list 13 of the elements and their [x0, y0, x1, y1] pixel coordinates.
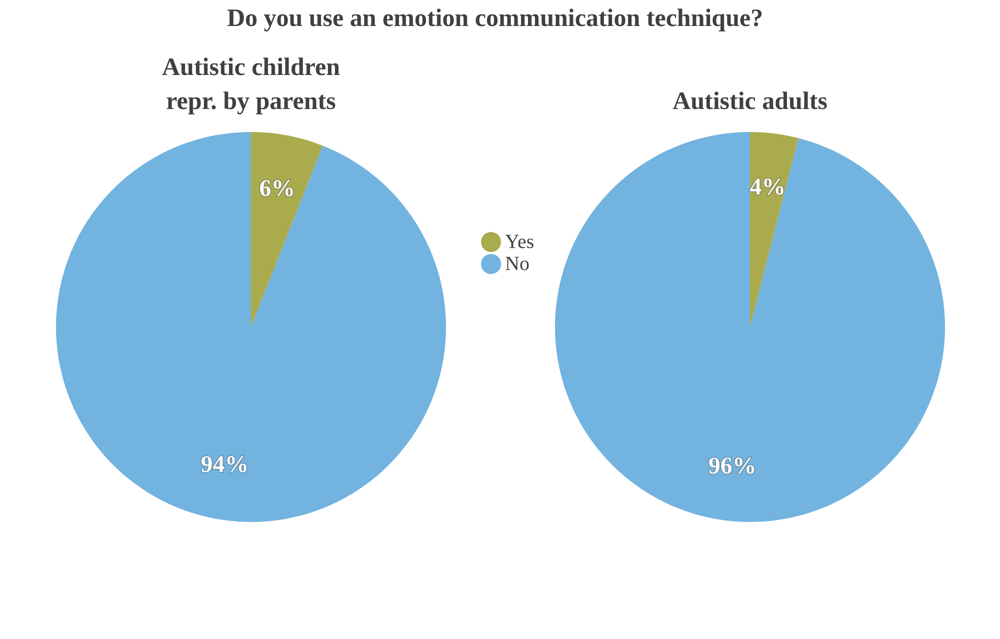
- text: Do you use an emotion communication technique?: [226, 4, 764, 32]
- legend-label: No: [504, 253, 529, 275]
- data-label: 6%: [258, 176, 295, 202]
- chart-title: Autistic adults: [672, 88, 828, 115]
- pie-slice: [250, 132, 322, 327]
- legend-label: Yes: [504, 231, 534, 253]
- data-label: 96%: [708, 453, 756, 480]
- chart-title: Autistic children repr. by parents: [161, 54, 340, 115]
- pie-slice: [56, 132, 446, 522]
- pie-slice: [750, 132, 798, 327]
- data-label: 4%: [749, 174, 786, 201]
- pie-slice: [554, 132, 944, 522]
- data-label: 94%: [200, 452, 248, 478]
